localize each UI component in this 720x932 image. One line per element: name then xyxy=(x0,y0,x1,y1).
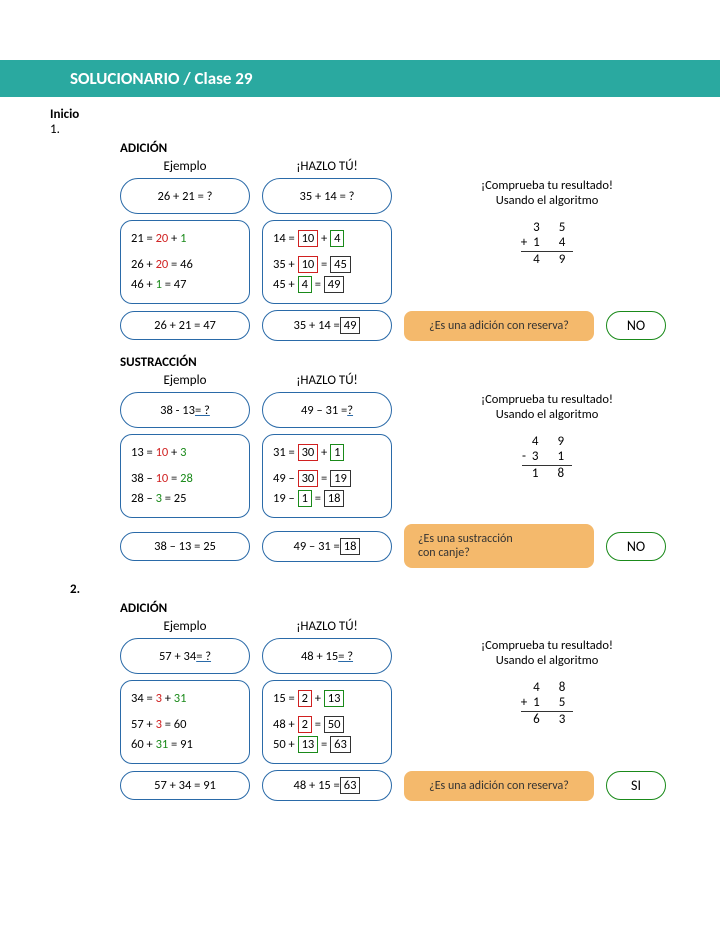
check-line-2: Usando el algoritmo xyxy=(481,193,613,208)
add1-ej-question: 26 + 21 = ? xyxy=(120,178,250,214)
add1-hz-steps: 14 = 10 + 4 35 + 10 = 45 45 + 4 = 49 xyxy=(262,220,392,304)
label-hazlo: ¡HAZLO TÚ! xyxy=(262,373,392,388)
add2-ej-question: 57 + 34 = ? xyxy=(120,638,250,674)
inicio-label: Inicio xyxy=(50,107,79,122)
check-line-1: ¡Comprueba tu resultado! xyxy=(481,638,613,653)
adicion-title-2: ADICIÓN xyxy=(120,601,690,616)
add1-ej-steps: 21 = 20 + 1 26 + 20 = 46 46 + 1 = 47 xyxy=(120,220,250,304)
add1-hz-result: 35 + 14 = 49 xyxy=(262,310,392,341)
add2-algorithm: 4 8 +1 5 6 3 xyxy=(521,680,574,727)
add1-algorithm: 3 5 +1 4 4 9 xyxy=(521,220,574,267)
exercise-2-num: 2. xyxy=(70,582,690,597)
sub1-hz-question: 49 – 31 = ? xyxy=(262,392,392,428)
sub1-ej-steps: 13 = 10 + 3 38 – 10 = 28 28 – 3 = 25 xyxy=(120,434,250,518)
header-bar: SOLUCIONARIO / Clase 29 xyxy=(0,60,720,97)
label-ejemplo: Ejemplo xyxy=(120,619,250,634)
label-hazlo: ¡HAZLO TÚ! xyxy=(262,619,392,634)
section-adicion-1: ADICIÓN Ejemplo ¡HAZLO TÚ! 26 + 21 = ? 3… xyxy=(120,141,690,801)
add1-hz-question: 35 + 14 = ? xyxy=(262,178,392,214)
add1-question-badge: ¿Es una adición con reserva? xyxy=(404,311,594,341)
add1-check-col: ¡Comprueba tu resultado! Usando el algor… xyxy=(404,178,690,214)
check-line-1: ¡Comprueba tu resultado! xyxy=(481,178,613,193)
label-ejemplo: Ejemplo xyxy=(120,159,250,174)
add1-ej-result: 26 + 21 = 47 xyxy=(120,311,250,340)
add2-question-badge: ¿Es una adición con reserva? xyxy=(404,771,594,801)
add2-hz-result: 48 + 15 = 63 xyxy=(262,770,392,801)
sub1-ej-question: 38 - 13 = ? xyxy=(120,392,250,428)
sub1-question-badge: ¿Es una sustraccióncon canje? xyxy=(404,524,594,568)
add2-ej-result: 57 + 34 = 91 xyxy=(120,771,250,800)
content: Inicio 1. ADICIÓN Ejemplo ¡HAZLO TÚ! 26 … xyxy=(0,107,720,835)
sub1-algorithm: 4 9 -3 1 1 8 xyxy=(522,434,572,481)
check-line-1: ¡Comprueba tu resultado! xyxy=(481,392,613,407)
adicion-title: ADICIÓN xyxy=(120,141,690,156)
label-ejemplo: Ejemplo xyxy=(120,373,250,388)
add1-answer: NO xyxy=(606,311,666,340)
add2-answer: SI xyxy=(606,771,666,800)
check-line-2: Usando el algoritmo xyxy=(481,653,613,668)
add2-hz-question: 48 + 15 = ? xyxy=(262,638,392,674)
exercise-1-num: 1. xyxy=(50,122,70,137)
sub1-hz-result: 49 – 31 = 18 xyxy=(262,531,392,562)
sub1-hz-steps: 31 = 30 + 1 49 – 30 = 19 19 – 1 = 18 xyxy=(262,434,392,518)
check-line-2: Usando el algoritmo xyxy=(481,407,613,422)
add2-hz-steps: 15 = 2 + 13 48 + 2 = 50 50 + 13 = 63 xyxy=(262,680,392,764)
add2-ej-steps: 34 = 3 + 31 57 + 3 = 60 60 + 31 = 91 xyxy=(120,680,250,764)
sub1-ej-result: 38 – 13 = 25 xyxy=(120,532,250,561)
sustraccion-title: SUSTRACCIÓN xyxy=(120,355,690,370)
sub1-answer: NO xyxy=(606,532,666,561)
label-hazlo: ¡HAZLO TÚ! xyxy=(262,159,392,174)
